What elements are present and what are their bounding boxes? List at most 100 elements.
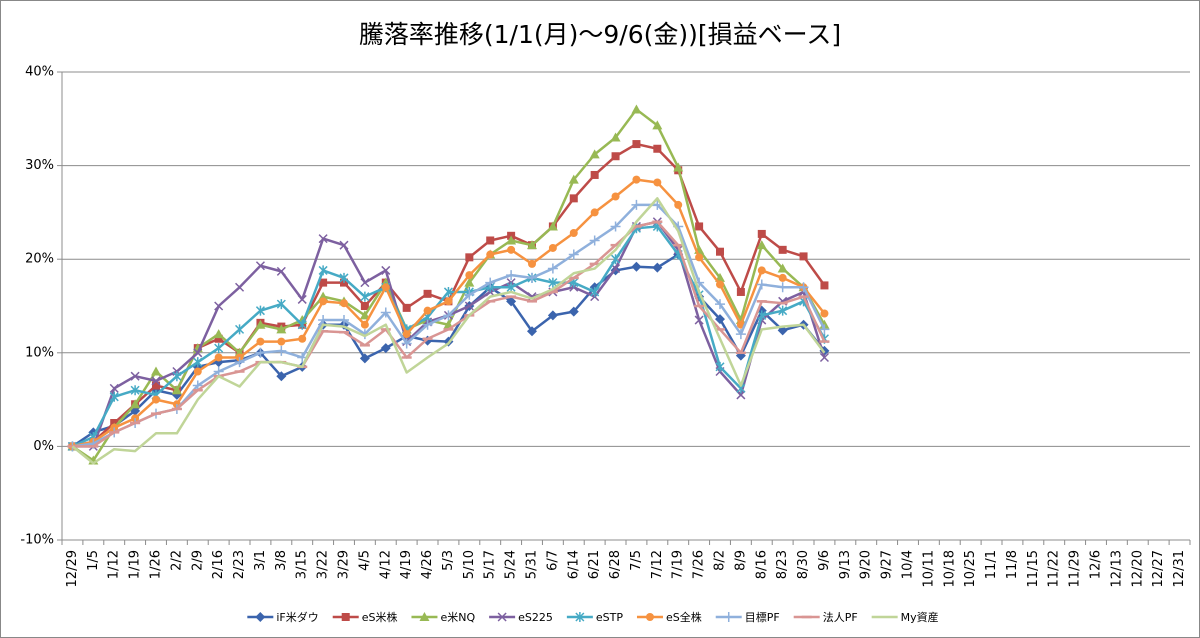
marker	[214, 301, 224, 311]
marker	[497, 612, 507, 622]
marker	[109, 391, 119, 402]
marker	[527, 240, 537, 250]
marker	[506, 270, 517, 281]
marker	[778, 245, 787, 254]
marker	[256, 337, 265, 346]
x-tick-label: 11/1	[984, 550, 999, 579]
x-tick-label: 3/1	[253, 550, 268, 571]
x-tick-label: 12/27	[1151, 550, 1166, 587]
marker	[548, 277, 558, 288]
marker	[464, 289, 475, 300]
marker	[235, 324, 245, 335]
x-tick-label: 10/4	[901, 550, 916, 579]
marker	[819, 352, 829, 363]
marker	[360, 278, 370, 288]
x-tick-label: 9/20	[859, 550, 874, 579]
marker	[255, 612, 266, 622]
y-tick-label: 40%	[25, 65, 54, 80]
marker	[799, 252, 808, 261]
marker	[380, 343, 391, 354]
marker	[318, 234, 328, 244]
marker	[820, 281, 829, 290]
x-tick-label: 12/20	[1130, 550, 1145, 587]
legend-item: e米NQ	[411, 611, 475, 624]
marker	[171, 385, 182, 395]
legend-label: My資産	[901, 611, 939, 624]
x-tick-label: 3/8	[274, 550, 289, 571]
x-tick-label: 3/22	[316, 550, 331, 579]
y-tick-label: -10%	[20, 533, 54, 548]
marker	[611, 192, 620, 201]
marker	[360, 291, 370, 302]
x-tick-label: 2/16	[211, 550, 226, 579]
marker	[569, 228, 578, 237]
marker	[465, 271, 474, 280]
marker	[673, 162, 684, 172]
legend-label: eS225	[518, 611, 553, 624]
marker	[276, 324, 287, 334]
marker	[193, 367, 202, 376]
marker	[318, 265, 328, 276]
legend: iF米ダウ eS米株 e米NQ eS225 eSTP eS全株 目標PF 法人PF My資産	[247, 610, 939, 624]
x-tick-label: 4/26	[420, 550, 435, 579]
marker	[360, 320, 369, 329]
marker	[151, 366, 161, 376]
marker	[360, 302, 369, 310]
marker	[569, 194, 578, 203]
marker	[756, 279, 767, 290]
x-tick-label: 6/14	[566, 550, 581, 579]
legend-label: 法人PF	[823, 610, 858, 624]
marker	[632, 140, 641, 149]
marker	[381, 265, 391, 275]
marker	[610, 132, 621, 142]
x-tick-label: 4/5	[357, 550, 372, 571]
marker	[464, 277, 475, 287]
marker	[694, 315, 704, 325]
marker	[506, 296, 517, 307]
marker	[611, 152, 620, 161]
marker	[401, 338, 412, 349]
marker	[444, 297, 453, 306]
marker	[611, 264, 621, 274]
x-tick-label: 4/12	[378, 550, 393, 579]
marker	[151, 376, 161, 386]
legend-label: e米NQ	[440, 611, 475, 624]
legend-label: 目標PF	[745, 610, 780, 624]
marker	[255, 261, 265, 271]
legend-item: 法人PF	[793, 610, 858, 624]
x-tick-label: 5/31	[525, 550, 540, 579]
marker	[631, 104, 642, 114]
marker	[297, 319, 307, 330]
marker	[610, 221, 621, 232]
marker	[443, 310, 454, 321]
marker	[716, 247, 724, 256]
series	[71, 197, 826, 465]
marker	[213, 366, 224, 377]
marker	[652, 120, 663, 130]
marker	[653, 178, 662, 187]
legend-label: eS米株	[362, 610, 398, 624]
x-tick-label: 1/12	[107, 550, 122, 579]
marker	[777, 282, 788, 293]
marker	[589, 149, 600, 159]
y-tick-label: 20%	[25, 252, 54, 267]
marker	[548, 243, 557, 252]
marker	[422, 319, 433, 330]
marker	[547, 221, 558, 231]
marker	[527, 326, 537, 337]
x-tick-label: 2/23	[232, 550, 247, 579]
series-line	[71, 197, 826, 465]
x-tick-label: 9/27	[880, 550, 895, 579]
marker	[214, 353, 223, 362]
marker	[423, 306, 432, 315]
x-tick-label: 10/11	[921, 550, 936, 587]
x-tick-label: 7/19	[671, 550, 686, 579]
marker	[568, 174, 579, 184]
legend-label: eSTP	[596, 611, 623, 624]
marker	[695, 222, 704, 231]
y-tick-label: 30%	[25, 158, 54, 173]
chart-title: 騰落率推移(1/1(月)〜9/6(金))[損益ベース]	[359, 20, 841, 49]
marker	[757, 229, 766, 238]
y-tick-label: 0%	[33, 439, 54, 454]
marker	[575, 612, 585, 622]
